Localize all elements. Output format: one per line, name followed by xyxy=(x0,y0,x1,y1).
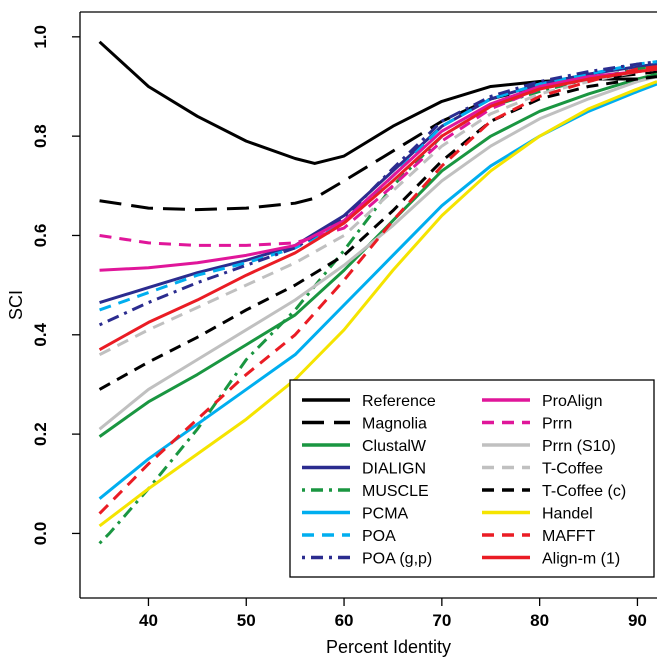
legend-label: MAFFT xyxy=(542,528,596,545)
series-line-prrn xyxy=(99,67,657,247)
legend-label: DIALIGN xyxy=(362,461,426,478)
series-line-muscle xyxy=(98,65,657,545)
legend-label: Handel xyxy=(542,506,593,523)
series-line-t-coffee xyxy=(98,67,657,356)
legend-label: ProAlign xyxy=(542,393,602,410)
y-tick-label: 0.4 xyxy=(31,322,50,346)
series-line-t-coffee-c- xyxy=(98,75,657,391)
series-line-reference xyxy=(98,40,657,165)
series-line-dialign xyxy=(99,62,657,304)
y-tick-label: 0.6 xyxy=(31,224,50,248)
series-line-clustalw xyxy=(98,72,657,438)
axes-layer: 40 50 60 70 80 90 0.0 0.2 0.4 0.6 0.8 1.0 Percent Id… xyxy=(6,11,657,657)
x-tick-label: 50 xyxy=(237,611,256,630)
x-tick-label: 60 xyxy=(335,611,354,630)
series-line-handel xyxy=(98,80,657,528)
y-tick-label: 0.2 xyxy=(31,422,50,446)
legend-label: Prrn (S10) xyxy=(542,438,616,455)
series-line-prrn-s10- xyxy=(98,75,657,431)
series-line-align-m-1- xyxy=(98,67,657,351)
legend-label: Align-m (1) xyxy=(542,551,620,568)
series-line-poa-g-p- xyxy=(98,60,657,327)
legend-label: Reference xyxy=(362,393,436,410)
series-line-magnolia xyxy=(99,70,657,212)
y-axis-title: SCI xyxy=(6,290,26,320)
y-tick-label: 0.8 xyxy=(31,124,50,148)
legend-label: PCMA xyxy=(362,506,409,523)
legend-label: POA (g,p) xyxy=(362,551,432,568)
x-axis-title: Percent Identity xyxy=(326,637,451,657)
series-line-pcma xyxy=(98,82,657,500)
legend-label: T-Coffee xyxy=(542,461,603,478)
y-tick-label: 0.0 xyxy=(31,522,50,546)
series-line-mafft xyxy=(98,65,657,515)
legend-box xyxy=(289,379,655,578)
x-tick-label: 70 xyxy=(432,611,451,630)
x-tick-label: 90 xyxy=(628,611,647,630)
legend-label: Prrn xyxy=(542,416,572,433)
legend-label: MUSCLE xyxy=(362,483,429,500)
series-layer xyxy=(98,40,657,545)
legend-label: POA xyxy=(362,528,396,545)
series-line-proalign xyxy=(99,67,657,272)
legend-label: Magnolia xyxy=(362,416,427,433)
y-tick-label: 1.0 xyxy=(31,25,50,49)
plot-area xyxy=(98,40,657,545)
x-tick-label: 40 xyxy=(139,611,158,630)
x-tick-label: 80 xyxy=(530,611,549,630)
legend: Reference Magnolia ClustalW DIALIGN MUSCLE PC… xyxy=(289,379,655,578)
legend-label: T-Coffee (c) xyxy=(542,483,626,500)
legend-label: ClustalW xyxy=(362,438,427,455)
